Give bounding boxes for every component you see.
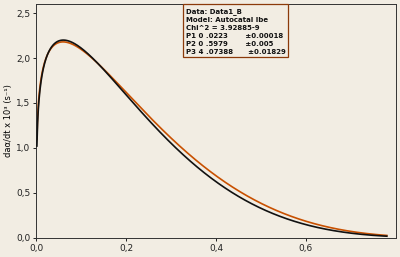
Y-axis label: daα/dt x 10³ (s⁻¹): daα/dt x 10³ (s⁻¹): [4, 85, 13, 157]
Text: Data: Data1_B
Model: Autocatal Ibe
Chi^2 = 3.92885-9
P1 0 .0223       ±0.00018
P: Data: Data1_B Model: Autocatal Ibe Chi^2…: [186, 8, 286, 54]
